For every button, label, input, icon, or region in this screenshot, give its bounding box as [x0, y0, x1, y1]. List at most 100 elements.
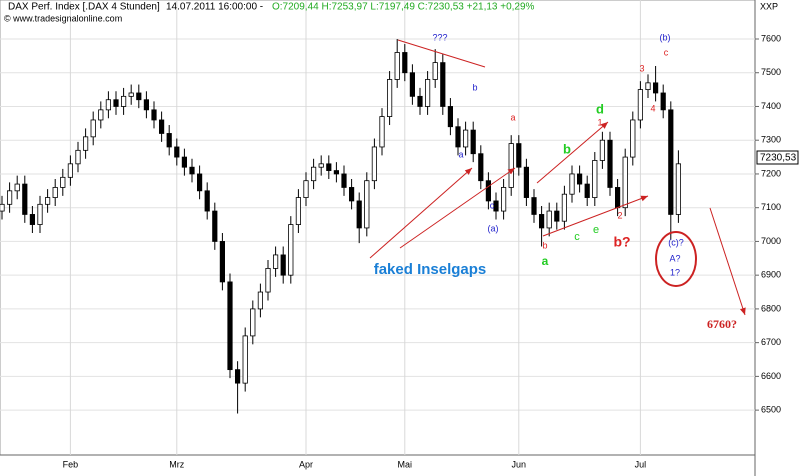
candle-body — [105, 99, 111, 111]
candle-body — [394, 52, 400, 80]
candle-body — [364, 180, 370, 229]
candle-body — [675, 163, 682, 215]
candle-body — [424, 79, 431, 107]
candle-body — [348, 187, 355, 202]
candle-body — [432, 62, 438, 80]
candle-body — [371, 146, 378, 182]
annotation: b — [563, 141, 571, 156]
annotation: 2 — [617, 210, 622, 220]
trend-line — [397, 39, 486, 68]
y-tick-label: 7500 — [761, 67, 781, 77]
annotation: c — [574, 231, 580, 243]
x-tick-label: Mrz — [169, 459, 184, 469]
candle-body — [0, 203, 5, 212]
candle-body — [14, 183, 20, 192]
candle-body — [67, 163, 73, 178]
x-tick-label: Jun — [512, 459, 527, 469]
candle-body — [333, 170, 340, 175]
arrow — [369, 167, 473, 259]
annotation: 4 — [650, 103, 655, 113]
candle-body — [90, 119, 96, 138]
annotation: e — [593, 224, 599, 236]
candle-body — [75, 149, 81, 165]
candle-body — [227, 281, 233, 371]
x-tick-label: Jul — [635, 459, 647, 469]
annotation: d — [596, 101, 604, 116]
candle-body — [121, 95, 127, 107]
candle-body — [219, 241, 225, 283]
annotation: A? — [669, 253, 680, 263]
candle-body — [272, 254, 279, 269]
candle-body — [257, 291, 264, 310]
x-tick-label: Feb — [63, 459, 79, 469]
annotation: b — [472, 82, 477, 92]
candle-body — [539, 214, 545, 229]
candle-body — [242, 335, 248, 384]
x-tick-label: Mai — [398, 459, 413, 469]
candle-body — [303, 180, 309, 198]
candle-body — [470, 129, 476, 155]
candle-body — [440, 62, 446, 107]
annotation: a — [458, 149, 463, 159]
candle-body — [546, 210, 552, 229]
y-tick-label: 6900 — [761, 270, 781, 280]
annotation: c — [664, 47, 669, 57]
annotation: (c)? — [668, 237, 684, 247]
candle-body — [584, 183, 590, 198]
arrow — [536, 121, 609, 184]
annotation: 1 — [597, 117, 602, 127]
candle-body — [645, 82, 651, 91]
candle-body — [523, 166, 530, 198]
candle-body — [668, 109, 674, 215]
candle-body — [280, 254, 286, 276]
candle-body — [653, 82, 659, 94]
candle-body — [637, 89, 644, 121]
annotation: (a) — [488, 223, 499, 233]
annotation: a — [510, 112, 515, 122]
y-tick-label: 7300 — [761, 135, 781, 145]
candle-body — [402, 52, 408, 74]
candle-body — [592, 160, 598, 198]
candle-body — [607, 139, 613, 188]
last-price: 7230,53 — [760, 153, 797, 164]
y-tick-label: 7600 — [761, 33, 781, 43]
arrow — [542, 195, 649, 237]
candle-body — [181, 156, 187, 168]
candle-body — [356, 200, 362, 229]
candle-body — [569, 173, 575, 195]
candle-body — [158, 119, 165, 134]
y-tick-label: 6500 — [761, 405, 781, 415]
candle-body — [531, 197, 537, 215]
candle-body — [409, 72, 416, 97]
candle-body — [174, 146, 180, 158]
candle-body — [462, 129, 469, 148]
annotation: a — [542, 254, 549, 268]
y-tick-label: 6600 — [761, 371, 781, 381]
candle-body — [234, 369, 241, 384]
y-tick-label: 6800 — [761, 303, 781, 313]
candle-body — [577, 173, 583, 185]
annotation: 3 — [639, 63, 644, 73]
annotation: faked Inselgaps — [374, 261, 487, 278]
candle-body — [7, 190, 13, 205]
candle-body — [447, 106, 454, 128]
copyright: © www.tradesignalonline.com — [4, 13, 122, 23]
circle-highlight — [655, 231, 697, 287]
candle-body — [310, 166, 317, 182]
candle-body — [500, 187, 507, 212]
candle-body — [417, 95, 423, 107]
candle-body — [386, 79, 393, 117]
candle-body — [52, 187, 58, 198]
candle-body — [516, 143, 522, 168]
candle-body — [204, 190, 210, 212]
y-tick-label: 7200 — [761, 168, 781, 178]
header-ohlc: O:7209,44 H:7253,97 L:7197,49 C:7230,53 … — [272, 2, 535, 13]
candle-body — [196, 173, 203, 192]
candle-body — [615, 187, 621, 209]
candle-body — [143, 99, 149, 111]
candle-body — [151, 109, 157, 121]
annotation: b? — [613, 234, 630, 250]
candle-body — [660, 92, 666, 111]
